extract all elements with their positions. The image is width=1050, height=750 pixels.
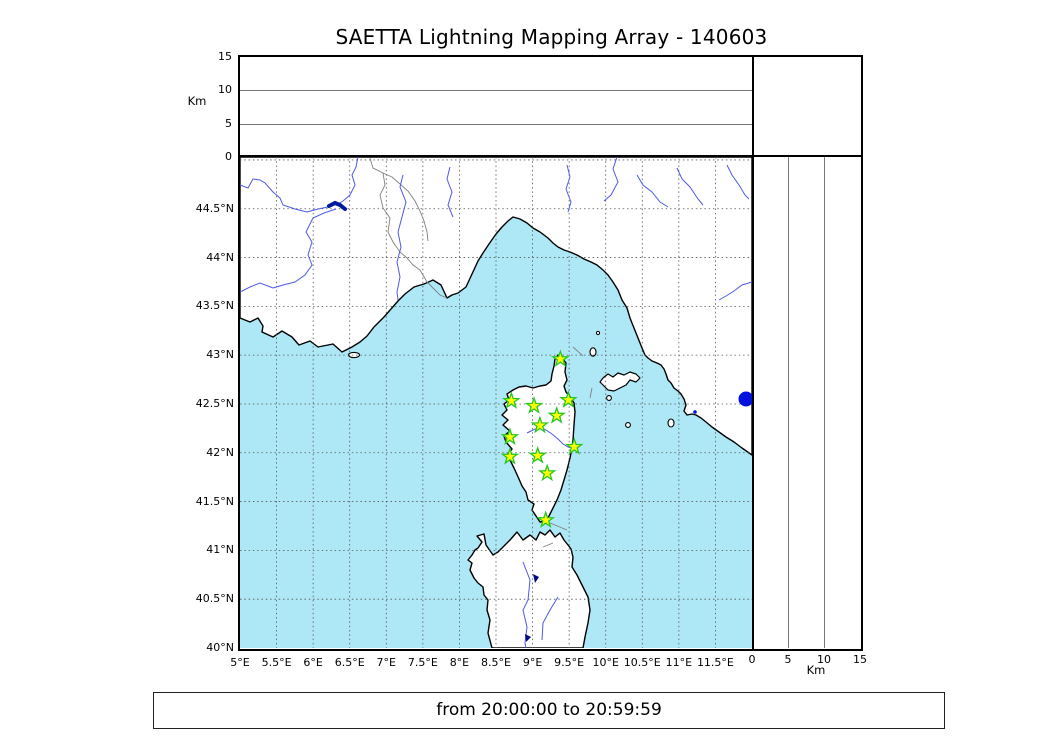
altitude-longitude-panel xyxy=(237,54,755,160)
elba-island xyxy=(599,371,641,392)
km-tick-label: 5 xyxy=(784,653,792,666)
hyeres-island xyxy=(347,351,361,359)
lma-station-star-icon xyxy=(559,390,578,409)
giglio-island xyxy=(667,418,675,428)
lma-station-star-icon xyxy=(550,349,570,368)
lma-station-star-icon xyxy=(500,446,520,465)
mainland-coastline xyxy=(240,157,752,456)
sardinia-lake-1 xyxy=(533,574,539,583)
altitude-tick-label: 15 xyxy=(218,50,232,63)
latitude-tick-label: 42.5°N xyxy=(195,396,234,410)
latitude-tick-label: 40°N xyxy=(206,641,234,654)
latitude-tick-label: 44.5°N xyxy=(195,201,234,215)
latitude-tick-label: 42°N xyxy=(206,445,234,459)
km-tick-label: 15 xyxy=(853,653,867,666)
longitude-tick-label: 8.5°E xyxy=(481,656,511,669)
latitude-tick-label: 44°N xyxy=(206,250,234,264)
altitude-tick-label: 10 xyxy=(218,83,232,97)
km-tick-label: 0 xyxy=(748,653,756,666)
longitude-tick-label: 10°E xyxy=(592,656,619,669)
longitude-tick-label: 11°E xyxy=(665,656,693,669)
right-panel-gridline xyxy=(788,157,789,648)
figure-title: SAETTA Lightning Mapping Array - 140603 xyxy=(335,25,768,49)
longitude-tick-label: 7°E xyxy=(376,656,396,669)
lma-station-star-icon xyxy=(564,437,584,455)
altitude-tick-label: 5 xyxy=(225,116,232,130)
longitude-tick-label: 9°E xyxy=(522,656,543,669)
right-panel-gridline xyxy=(824,157,825,648)
montecristo-island xyxy=(625,422,631,428)
altitude-tick-label: 0 xyxy=(225,150,232,163)
lma-station-star-icon xyxy=(530,415,550,434)
latitude-tick-label: 40.5°N xyxy=(195,592,234,606)
altitude-axis-label-right: Km xyxy=(806,663,826,677)
longitude-tick-label: 5.5°E xyxy=(261,656,292,669)
km-tick-label: 10 xyxy=(817,653,831,666)
top-panel-gridline xyxy=(240,123,752,125)
lma-station-star-icon xyxy=(500,427,520,446)
lma-station-star-icon xyxy=(524,396,544,414)
longitude-tick-label: 10.5°E xyxy=(623,656,661,669)
lma-station-star-icon xyxy=(547,405,567,424)
altitude-axis-label-left: Km xyxy=(187,94,207,108)
station-markers xyxy=(500,349,584,529)
lakes xyxy=(327,200,752,642)
corner-panel xyxy=(752,54,863,160)
longitude-tick-label: 9.5°E xyxy=(554,656,585,669)
sardinia-lake-2 xyxy=(525,634,531,642)
map-plot xyxy=(240,157,752,648)
lma-station-star-icon xyxy=(536,510,556,529)
lma-station-star-icon xyxy=(537,463,557,482)
top-panel-gridline xyxy=(240,90,752,92)
capraia-island xyxy=(589,347,597,357)
latitude-tick-label: 41.5°N xyxy=(195,494,234,508)
gorgona-island xyxy=(595,330,601,336)
altitude-latitude-panel xyxy=(752,154,863,651)
pianosa-island xyxy=(606,395,612,401)
longitude-tick-label: 8°E xyxy=(449,656,470,669)
time-window-text: from 20:00:00 to 20:59:59 xyxy=(436,700,662,720)
map-gridlines xyxy=(240,157,752,648)
latitude-tick-label: 41°N xyxy=(206,543,234,557)
longitude-tick-label: 6.5°E xyxy=(334,656,365,669)
lake-serre-poncon xyxy=(327,200,347,211)
longitude-tick-label: 11.5°E xyxy=(696,656,734,669)
lma-station-star-icon xyxy=(528,445,547,464)
time-window-box: from 20:00:00 to 20:59:59 xyxy=(153,692,945,729)
rivers xyxy=(240,157,752,648)
longitude-tick-label: 5°E xyxy=(230,656,250,669)
lma-station-star-icon xyxy=(502,391,521,409)
latitude-tick-label: 43°N xyxy=(206,348,234,362)
corsica-island xyxy=(501,354,576,523)
longitude-tick-label: 7.5°E xyxy=(407,656,438,669)
longitude-tick-label: 6°E xyxy=(303,656,323,669)
lake-bolsena xyxy=(738,391,752,407)
latitude-tick-label: 43.5°N xyxy=(195,299,234,313)
small-lake xyxy=(693,410,697,414)
